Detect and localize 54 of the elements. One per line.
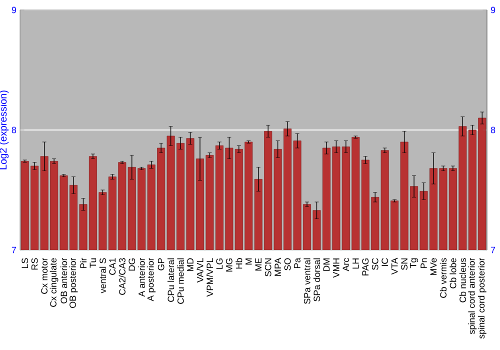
x-tick-label: SN: [401, 258, 408, 270]
x-tick-label: VA/VL: [196, 258, 204, 283]
x-tick-label: MG: [226, 258, 232, 272]
y-tick-label: 7: [12, 246, 16, 254]
x-tick-label: Tu: [90, 258, 96, 268]
x-tick-label: VPM/VPL: [206, 258, 214, 297]
x-tick-label: LG: [216, 258, 223, 270]
x-tick-label: LS: [22, 258, 28, 268]
x-tick-label: A anterior: [138, 258, 145, 297]
x-tick-label: Cx cingulate: [50, 258, 58, 307]
x-tick-label: CA1: [109, 258, 116, 275]
x-tick-label: Hb: [236, 258, 242, 269]
x-tick-label: MVe: [430, 258, 437, 276]
y2-tick-label: 8: [490, 126, 496, 134]
x-tick-label: A posterior: [147, 258, 156, 302]
x-tick-label: OB posterior: [69, 258, 78, 308]
x-tick-label: IC: [382, 258, 388, 266]
x-tick-label: Arc: [342, 258, 350, 272]
y2-tick-label: 9: [490, 6, 496, 14]
x-tick-label: CPu medial: [177, 258, 184, 304]
x-tick-label: Tg: [410, 258, 418, 268]
x-tick-label: MPA: [274, 258, 281, 276]
x-tick-label: Pir: [80, 258, 87, 268]
x-tick-label: OB anterior: [60, 258, 68, 304]
x-tick-label: Cb vermis: [440, 258, 447, 298]
x-tick-label: LH: [352, 258, 359, 269]
x-tick-label: Cx motor: [41, 258, 48, 294]
x-tick-label: GP: [158, 258, 164, 270]
x-tick-label: CPu lateral: [168, 258, 174, 302]
x-tick-label: DG: [128, 258, 136, 271]
x-tick-label: spinal cord posterior: [478, 258, 486, 339]
x-tick-label: Cb nucleus: [459, 258, 466, 302]
x-tick-label: VTA: [391, 258, 398, 275]
x-tick-label: RS: [31, 258, 38, 270]
x-tick-label: SPa dorsal: [313, 258, 320, 302]
x-tick-label: SO: [284, 258, 291, 270]
x-tick-label: SCN: [264, 258, 272, 276]
x-tick-label: M: [246, 258, 252, 265]
x-tick-label: Cb lobe: [450, 258, 456, 288]
y-tick-label: 8: [12, 126, 16, 134]
x-tick-label: PAG: [362, 258, 369, 276]
x-tick-label: DM: [323, 258, 330, 272]
x-tick-label: VMH: [333, 258, 340, 278]
y2-tick-label: 7: [490, 246, 496, 254]
x-tick-label: ventral S: [99, 258, 106, 294]
x-tick-label: spinal cord anterior: [468, 258, 477, 334]
x-tick-label: Pa: [294, 258, 300, 268]
x-tick-label: Pn: [420, 258, 427, 268]
x-tick-label: SC: [372, 258, 378, 270]
x-tick-label: SPa ventral: [304, 258, 310, 304]
y-tick-label: 9: [12, 6, 16, 14]
x-tick-label: ME: [255, 258, 262, 271]
x-tick-label: CA2/CA3: [118, 258, 126, 295]
x-tick-label: MD: [187, 258, 194, 272]
